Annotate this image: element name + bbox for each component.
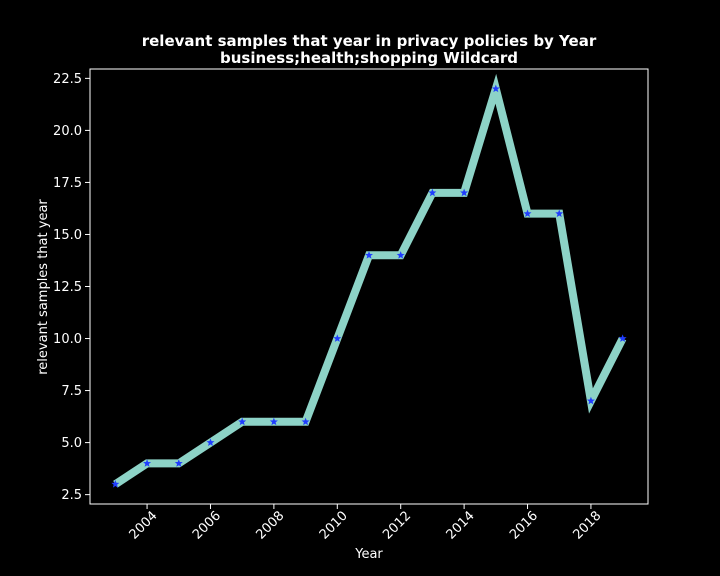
data-point-marker bbox=[206, 438, 215, 446]
data-point-marker bbox=[428, 188, 437, 197]
y-tick-label: 15.0 bbox=[53, 228, 82, 243]
plot-area bbox=[111, 73, 627, 488]
data-point-marker bbox=[555, 209, 564, 218]
y-tick-label: 10.0 bbox=[53, 332, 82, 347]
y-tick-label: 2.5 bbox=[61, 488, 82, 503]
data-point-marker bbox=[365, 251, 373, 259]
y-tick-label: 12.5 bbox=[53, 280, 82, 295]
y-tick-label: 20.0 bbox=[53, 124, 82, 139]
data-point-marker bbox=[111, 480, 120, 488]
data-point-marker bbox=[396, 251, 405, 259]
data-point-marker bbox=[333, 334, 342, 342]
data-point-marker bbox=[491, 84, 500, 93]
data-point-marker bbox=[174, 459, 183, 467]
chart-title: relevant samples that year in privacy po… bbox=[142, 32, 597, 50]
y-tick-label: 17.5 bbox=[53, 176, 82, 191]
y-tick-label: 22.5 bbox=[53, 72, 82, 87]
y-tick-label: 5.0 bbox=[61, 436, 82, 451]
data-point-marker bbox=[269, 417, 278, 426]
data-point-marker bbox=[301, 417, 310, 426]
y-tick-label: 7.5 bbox=[61, 384, 82, 399]
x-axis-label: Year bbox=[354, 547, 383, 562]
chart-subtitle: business;health;shopping Wildcard bbox=[220, 49, 518, 67]
y-axis-label: relevant samples that year bbox=[36, 199, 51, 375]
data-point-marker bbox=[143, 459, 152, 467]
data-point-marker bbox=[523, 209, 532, 218]
data-point-marker bbox=[618, 334, 627, 342]
data-point-marker bbox=[460, 188, 469, 197]
y-axis: 2.5 5.0 7.5 10.0 12.5 15.0 17.5 20.0 22.5 bbox=[53, 72, 90, 503]
data-point-marker bbox=[586, 396, 595, 405]
data-point-marker bbox=[238, 417, 247, 426]
